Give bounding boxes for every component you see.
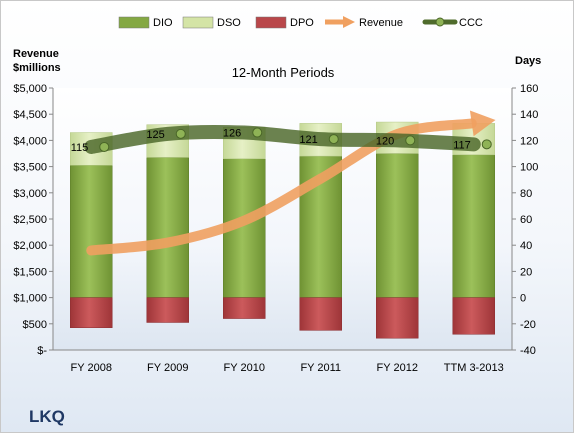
right-axis-ticks: -40 -20 0 20 40 60 80 100 120 140 160	[512, 83, 538, 357]
ccc-data-label: 126	[223, 128, 241, 140]
company-name: LKQ	[29, 407, 65, 426]
x-tick-label: TTM 3-2013	[444, 362, 504, 374]
bar-dio	[376, 153, 419, 298]
left-axis-title-units: $millions	[13, 62, 61, 74]
ccc-series: 115 125 126 121 120 117	[71, 124, 492, 154]
right-tick-label: 80	[520, 188, 532, 200]
left-tick-label: $1,000	[13, 293, 47, 305]
legend-swatch	[118, 16, 150, 29]
ccc-data-label: 125	[146, 129, 164, 141]
right-tick-label: 0	[520, 293, 526, 305]
legend-swatch	[255, 16, 287, 29]
left-tick-label: $5,000	[13, 83, 47, 95]
chart-title: 12-Month Periods	[232, 65, 335, 80]
left-tick-label: $2,500	[13, 214, 47, 226]
left-tick-label: $-	[37, 345, 47, 357]
right-tick-label: -40	[520, 345, 536, 357]
right-tick-label: 160	[520, 83, 538, 95]
bar-dio	[452, 154, 495, 298]
x-axis-categories: FY 2008 FY 2009 FY 2010 FY 2011 FY 2012 TTM 3…	[71, 362, 504, 374]
x-tick-label: FY 2012	[377, 362, 418, 374]
revenue-series	[86, 110, 496, 256]
ccc-data-label: 121	[299, 134, 317, 146]
legend-swatch-dot	[435, 17, 445, 27]
legend-label: CCC	[459, 17, 483, 29]
right-tick-label: 60	[520, 214, 532, 226]
revenue-arrowhead	[469, 110, 496, 137]
x-tick-label: FY 2010	[224, 362, 265, 374]
ccc-data-label: 117	[453, 139, 471, 151]
legend-label: Revenue	[359, 17, 403, 29]
ccc-data-label: 120	[376, 135, 394, 147]
right-tick-label: 140	[520, 109, 538, 121]
ccc-point	[175, 128, 186, 139]
left-tick-label: $500	[23, 319, 47, 331]
left-tick-label: $1,500	[13, 266, 47, 278]
x-tick-label: FY 2011	[300, 362, 341, 374]
left-tick-label: $3,000	[13, 188, 47, 200]
bar-dio	[146, 157, 189, 298]
revenue-line	[86, 118, 477, 256]
left-axis-ticks: $- $500 $1,000 $1,500 $2,000 $2,500 $3,000 $3,5…	[13, 83, 53, 357]
right-tick-label: 40	[520, 240, 532, 252]
left-tick-label: $4,500	[13, 109, 47, 121]
legend-swatch	[182, 16, 214, 29]
ccc-point	[99, 141, 110, 152]
legend: DIO DSO DPO Revenue CCC	[118, 16, 483, 29]
bar-dpo	[299, 297, 342, 331]
left-axis-title: Revenue	[13, 48, 59, 60]
ccc-point	[328, 134, 339, 145]
bar-dpo	[70, 297, 113, 328]
ccc-point	[405, 135, 416, 146]
legend-swatch-arrowhead	[343, 16, 355, 28]
ccc-point	[252, 127, 263, 138]
bar-dpo	[223, 297, 266, 319]
legend-label: DIO	[153, 17, 173, 29]
right-tick-label: 120	[520, 135, 538, 147]
bar-dpo	[146, 297, 189, 323]
legend-label: DSO	[217, 17, 241, 29]
x-tick-label: FY 2009	[147, 362, 188, 374]
right-axis-title: Days	[515, 55, 541, 67]
ccc-line	[84, 124, 481, 154]
left-tick-label: $4,000	[13, 135, 47, 147]
legend-label: DPO	[290, 17, 314, 29]
ccc-point	[481, 139, 492, 150]
left-tick-label: $3,500	[13, 162, 47, 174]
right-tick-label: 100	[520, 162, 538, 174]
left-tick-label: $2,000	[13, 240, 47, 252]
x-tick-label: FY 2008	[71, 362, 112, 374]
right-tick-label: -20	[520, 319, 536, 331]
bar-dpo	[376, 297, 419, 339]
bar-dpo	[452, 297, 495, 335]
ccc-data-label: 115	[71, 142, 89, 154]
right-tick-label: 20	[520, 266, 532, 278]
bar-dio	[70, 165, 113, 298]
